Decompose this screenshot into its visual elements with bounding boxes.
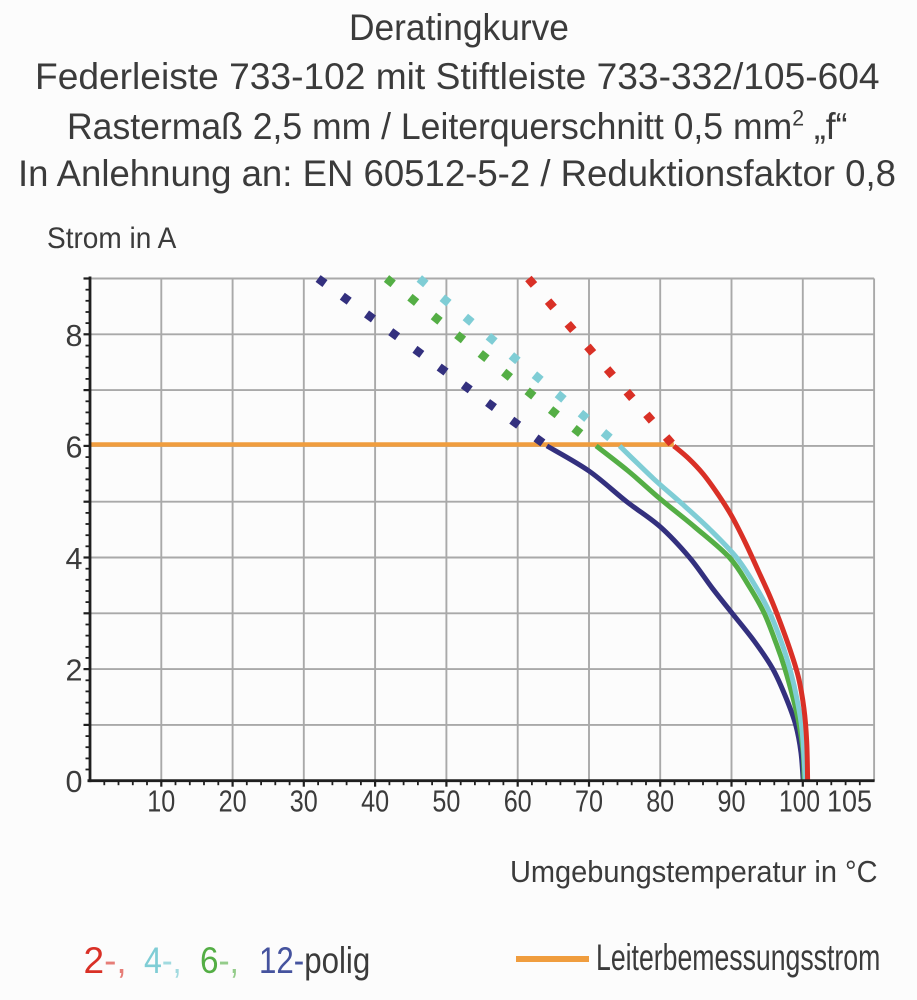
svg-text:8: 8 <box>66 319 83 353</box>
svg-text:0: 0 <box>66 765 83 799</box>
svg-text:70: 70 <box>575 785 603 819</box>
svg-text:40: 40 <box>361 785 389 819</box>
svg-text:90: 90 <box>718 785 746 819</box>
svg-text:100: 100 <box>779 785 820 819</box>
svg-text:10: 10 <box>147 785 175 819</box>
svg-text:80: 80 <box>646 785 674 819</box>
svg-text:30: 30 <box>290 785 318 819</box>
svg-text:6: 6 <box>66 430 83 464</box>
svg-text:2: 2 <box>66 654 83 688</box>
svg-text:60: 60 <box>504 785 532 819</box>
svg-text:50: 50 <box>432 785 460 819</box>
svg-text:105: 105 <box>827 785 872 819</box>
svg-text:4: 4 <box>66 542 83 576</box>
svg-text:20: 20 <box>219 785 247 819</box>
